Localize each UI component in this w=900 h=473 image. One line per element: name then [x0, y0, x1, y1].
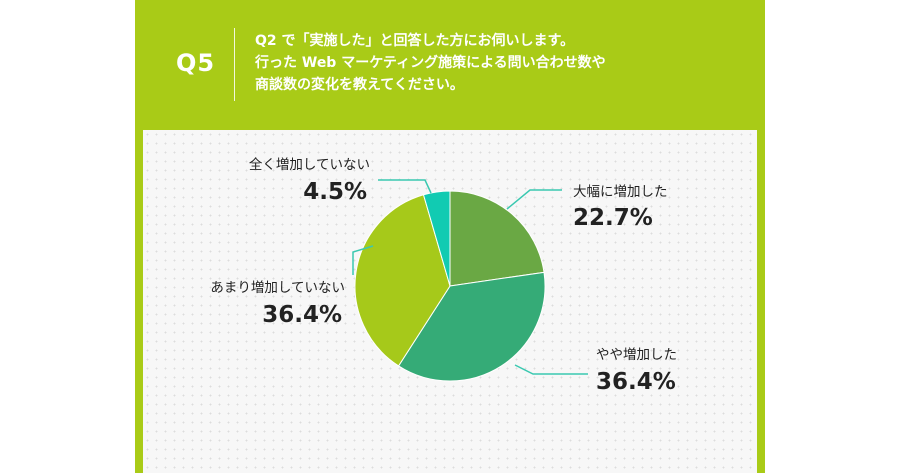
leader-line-1	[514, 364, 588, 375]
slice-label-1: やや増加した	[596, 347, 677, 363]
pie-slice-1	[397, 271, 546, 382]
slice-value-2: 36.4%	[262, 302, 342, 328]
slice-label-3: 全く増加していない	[249, 156, 370, 173]
leader-lines	[352, 179, 588, 375]
question-line-2: 行った Web マーケティング施策による問い合わせ数や	[255, 55, 606, 71]
pie-slice-3	[422, 190, 451, 287]
question-line-3: 商談数の変化を教えてください。	[255, 77, 464, 93]
leader-line-2	[352, 245, 374, 275]
question-number: Q5	[176, 49, 216, 77]
question-line-1: Q2 で「実施した」と回答した方にお伺いします。	[255, 33, 575, 49]
slice-value-0: 22.7%	[573, 205, 653, 231]
slice-label-0: 大幅に増加した	[573, 184, 668, 200]
question-header: Q5 Q2 で「実施した」と回答した方にお伺いします。 行った Web マーケテ…	[135, 0, 765, 126]
slice-value-3: 4.5%	[303, 179, 367, 205]
pie-slices	[354, 190, 546, 382]
pie-slice-2	[354, 194, 451, 367]
header-divider	[234, 28, 235, 101]
slice-value-1: 36.4%	[596, 369, 676, 395]
question-text: Q2 で「実施した」と回答した方にお伺いします。 行った Web マーケティング…	[255, 30, 745, 96]
leader-line-3	[378, 179, 432, 194]
leader-line-0	[506, 189, 562, 210]
slice-label-2: あまり増加していない	[210, 280, 345, 296]
pie-slice-0	[449, 190, 545, 287]
